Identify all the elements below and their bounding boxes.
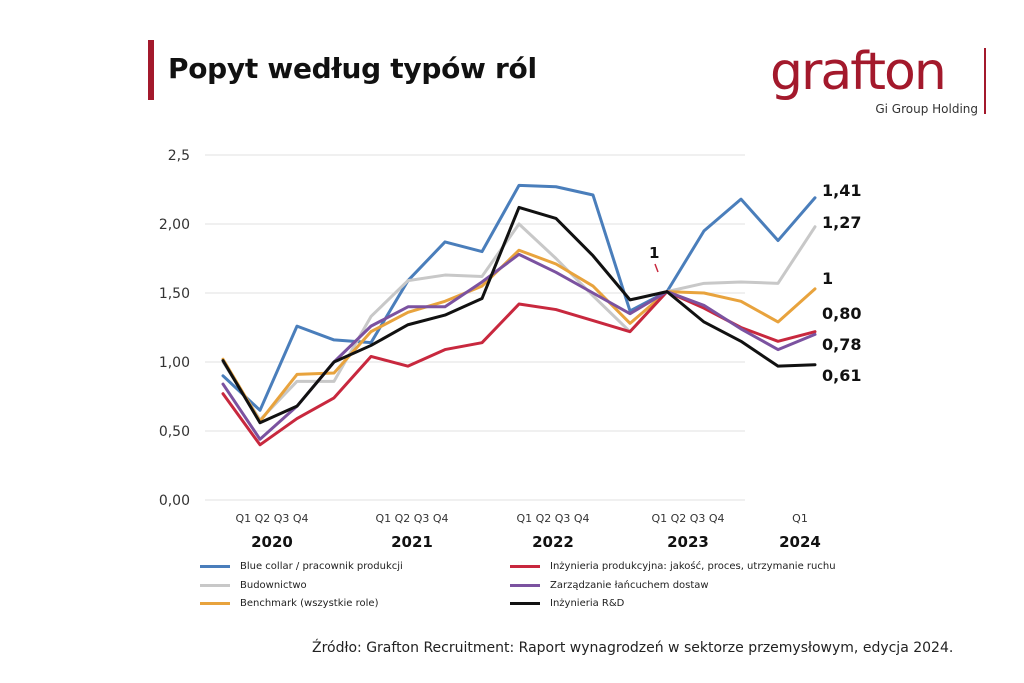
series-line xyxy=(221,183,817,412)
x-year-label: 2022 xyxy=(532,533,574,551)
legend-item: Budownictwo xyxy=(200,580,307,591)
legend-item: Inżynieria R&D xyxy=(510,598,624,609)
legend-swatch xyxy=(200,565,230,568)
x-year-label: 2023 xyxy=(667,533,709,551)
end-value-label: 1,27 xyxy=(822,213,861,232)
y-tick-label: 0,50 xyxy=(159,424,190,440)
x-year-label: 2021 xyxy=(391,533,433,551)
legend-item: Zarządzanie łańcuchem dostaw xyxy=(510,580,709,591)
legend-label: Inżynieria produkcyjna: jakość, proces, … xyxy=(550,561,836,572)
y-tick-label: 1,00 xyxy=(159,355,190,371)
series-line xyxy=(221,222,817,422)
y-tick-label: 0,00 xyxy=(159,493,190,509)
end-value-label: 0,80 xyxy=(822,304,861,323)
series-line xyxy=(221,205,817,425)
x-quarter-label: Q1 xyxy=(792,512,808,525)
x-quarter-label: Q1 Q2 Q3 Q4 xyxy=(235,512,308,525)
legend-label: Inżynieria R&D xyxy=(550,598,625,609)
logo-wordmark: grafton xyxy=(770,42,947,102)
legend-item: Blue collar / pracownik produkcji xyxy=(200,561,403,572)
series-line xyxy=(221,290,817,447)
y-tick-label: 2,00 xyxy=(159,217,190,233)
legend-item: Benchmark (wszystkie role) xyxy=(200,598,378,609)
logo-divider xyxy=(984,48,986,114)
end-value-label: 1 xyxy=(822,269,833,288)
legend-item: Inżynieria produkcyjna: jakość, proces, … xyxy=(510,561,836,572)
logo-subtitle: Gi Group Holding xyxy=(875,102,978,116)
legend-label: Budownictwo xyxy=(240,580,307,591)
page-title: Popyt według typów ról xyxy=(168,52,537,85)
grafton-logo: grafton Gi Group Holding xyxy=(770,40,1000,125)
title-accent-bar xyxy=(148,40,154,100)
x-quarter-label: Q1 Q2 Q3 Q4 xyxy=(651,512,724,525)
source-note: Źródło: Grafton Recruitment: Raport wyna… xyxy=(312,640,954,656)
series-line xyxy=(221,248,817,423)
annotation-tick xyxy=(654,263,659,273)
y-tick-label: 1,50 xyxy=(159,286,190,302)
x-year-label: 2024 xyxy=(779,533,821,551)
legend-swatch xyxy=(510,565,540,568)
end-value-label: 0,61 xyxy=(822,366,861,385)
legend-label: Blue collar / pracownik produkcji xyxy=(240,561,403,572)
annotation-label: 1 xyxy=(649,244,659,262)
end-value-label: 1,41 xyxy=(822,181,861,200)
x-quarter-label: Q1 Q2 Q3 Q4 xyxy=(516,512,589,525)
legend-swatch xyxy=(200,602,230,605)
y-tick-label: 2,5 xyxy=(168,148,190,164)
legend-swatch xyxy=(510,584,540,587)
legend-swatch xyxy=(200,584,230,587)
legend-label: Benchmark (wszystkie role) xyxy=(240,598,379,609)
legend-swatch xyxy=(510,602,540,605)
x-year-label: 2020 xyxy=(251,533,293,551)
x-quarter-label: Q1 Q2 Q3 Q4 xyxy=(375,512,448,525)
end-value-label: 0,78 xyxy=(822,335,861,354)
legend-label: Zarządzanie łańcuchem dostaw xyxy=(550,580,709,591)
